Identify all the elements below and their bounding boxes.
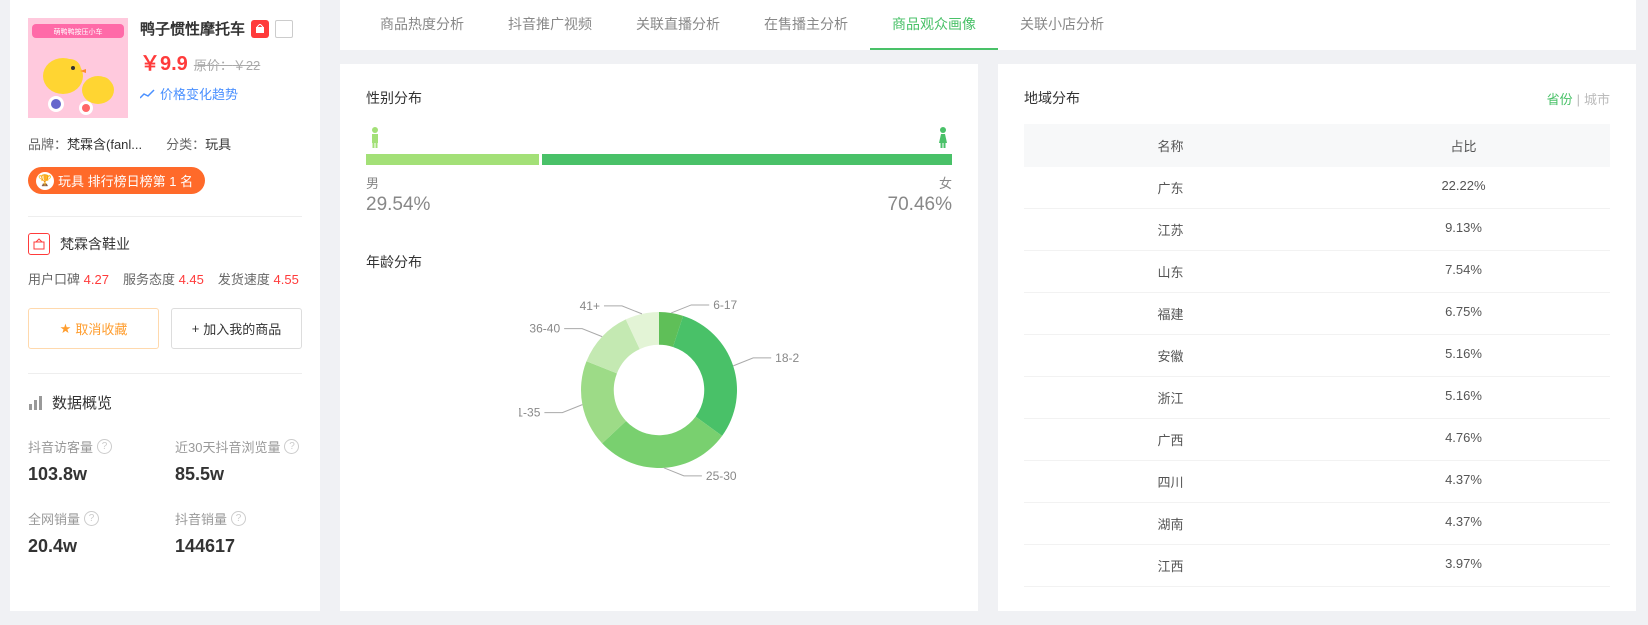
price: ￥9.9 [140, 47, 188, 76]
table-row: 江西3.97% [1024, 545, 1610, 587]
gender-title: 性别分布 [366, 88, 952, 108]
store-icon [28, 233, 50, 255]
stat-item: 全网销量 ?20.4w [28, 509, 155, 557]
gender-bar [366, 154, 952, 165]
trophy-icon: 🏆 [36, 172, 54, 190]
female-icon [936, 126, 950, 148]
stat-item: 抖音访客量 ?103.8w [28, 437, 155, 485]
city-toggle[interactable]: 城市 [1584, 92, 1610, 107]
tab[interactable]: 在售播主分析 [742, 0, 870, 50]
male-pct: 29.54% [366, 194, 430, 216]
rank-badge[interactable]: 🏆 玩具 排行榜日榜第 1 名 [28, 167, 205, 194]
table-row: 广东22.22% [1024, 167, 1610, 209]
qr-icon[interactable] [275, 20, 293, 38]
female-pct: 70.46% [888, 194, 952, 216]
region-title: 地域分布 [1024, 88, 1080, 108]
region-table-header: 名称 占比 [1024, 124, 1610, 167]
tab[interactable]: 商品热度分析 [358, 0, 486, 50]
svg-text:18-24: 18-24 [775, 351, 799, 365]
svg-text:41+: 41+ [580, 299, 600, 313]
table-row: 湖南4.37% [1024, 503, 1610, 545]
svg-text:31-35: 31-35 [519, 406, 541, 420]
age-title: 年龄分布 [366, 252, 952, 272]
unfavorite-button[interactable]: ★ 取消收藏 [28, 308, 159, 349]
shop-name[interactable]: 梵霖含鞋业 [60, 234, 130, 254]
age-donut-chart: 6-17 18-24 25-30 31-35 36-40 41+ [519, 290, 799, 490]
svg-text:25-30: 25-30 [706, 469, 737, 483]
shop-icon[interactable] [251, 20, 269, 38]
table-row: 福建6.75% [1024, 293, 1610, 335]
male-label: 男 [366, 173, 379, 192]
table-row: 四川4.37% [1024, 461, 1610, 503]
original-price: 原价：￥22 [194, 55, 260, 74]
tab[interactable]: 抖音推广视频 [486, 0, 614, 50]
svg-text:36-40: 36-40 [529, 322, 560, 336]
product-sidebar: 萌鸭鸭按压小车 鸭子惯性摩托车 [10, 0, 320, 611]
rating-item: 发货速度 4.55 [218, 269, 299, 288]
tab[interactable]: 关联直播分析 [614, 0, 742, 50]
tab[interactable]: 商品观众画像 [870, 0, 998, 50]
price-trend-link[interactable]: 价格变化趋势 [140, 84, 302, 103]
stat-item: 近30天抖音浏览量 ?85.5w [175, 437, 302, 485]
add-product-button[interactable]: + 加入我的商品 [171, 308, 302, 349]
shop-qr-icon[interactable] [140, 236, 156, 252]
table-row: 山东7.54% [1024, 251, 1610, 293]
product-title: 鸭子惯性摩托车 [140, 18, 245, 39]
svg-text:6-17: 6-17 [713, 298, 737, 312]
svg-text:萌鸭鸭按压小车: 萌鸭鸭按压小车 [54, 27, 103, 36]
tabs: 商品热度分析抖音推广视频关联直播分析在售播主分析商品观众画像关联小店分析 [340, 0, 1636, 50]
brand-label: 品牌：梵霖含(fanl... [28, 134, 142, 153]
stat-item: 抖音销量 ?144617 [175, 509, 302, 557]
table-row: 江苏9.13% [1024, 209, 1610, 251]
table-row: 浙江5.16% [1024, 377, 1610, 419]
rating-item: 用户口碑 4.27 [28, 269, 109, 288]
female-label: 女 [939, 173, 952, 192]
category-label: 分类：玩具 [166, 134, 231, 153]
overview-title: 数据概览 [28, 392, 302, 413]
male-icon [368, 126, 382, 148]
product-thumbnail[interactable]: 萌鸭鸭按压小车 [28, 18, 128, 118]
shop-ratings: 用户口碑 4.27 服务态度 4.45 发货速度 4.55 [28, 269, 302, 288]
tab[interactable]: 关联小店分析 [998, 0, 1126, 50]
table-row: 安徽5.16% [1024, 335, 1610, 377]
chart-icon [28, 395, 44, 411]
table-row: 广西4.76% [1024, 419, 1610, 461]
province-toggle[interactable]: 省份 [1547, 92, 1573, 107]
rating-item: 服务态度 4.45 [123, 269, 204, 288]
